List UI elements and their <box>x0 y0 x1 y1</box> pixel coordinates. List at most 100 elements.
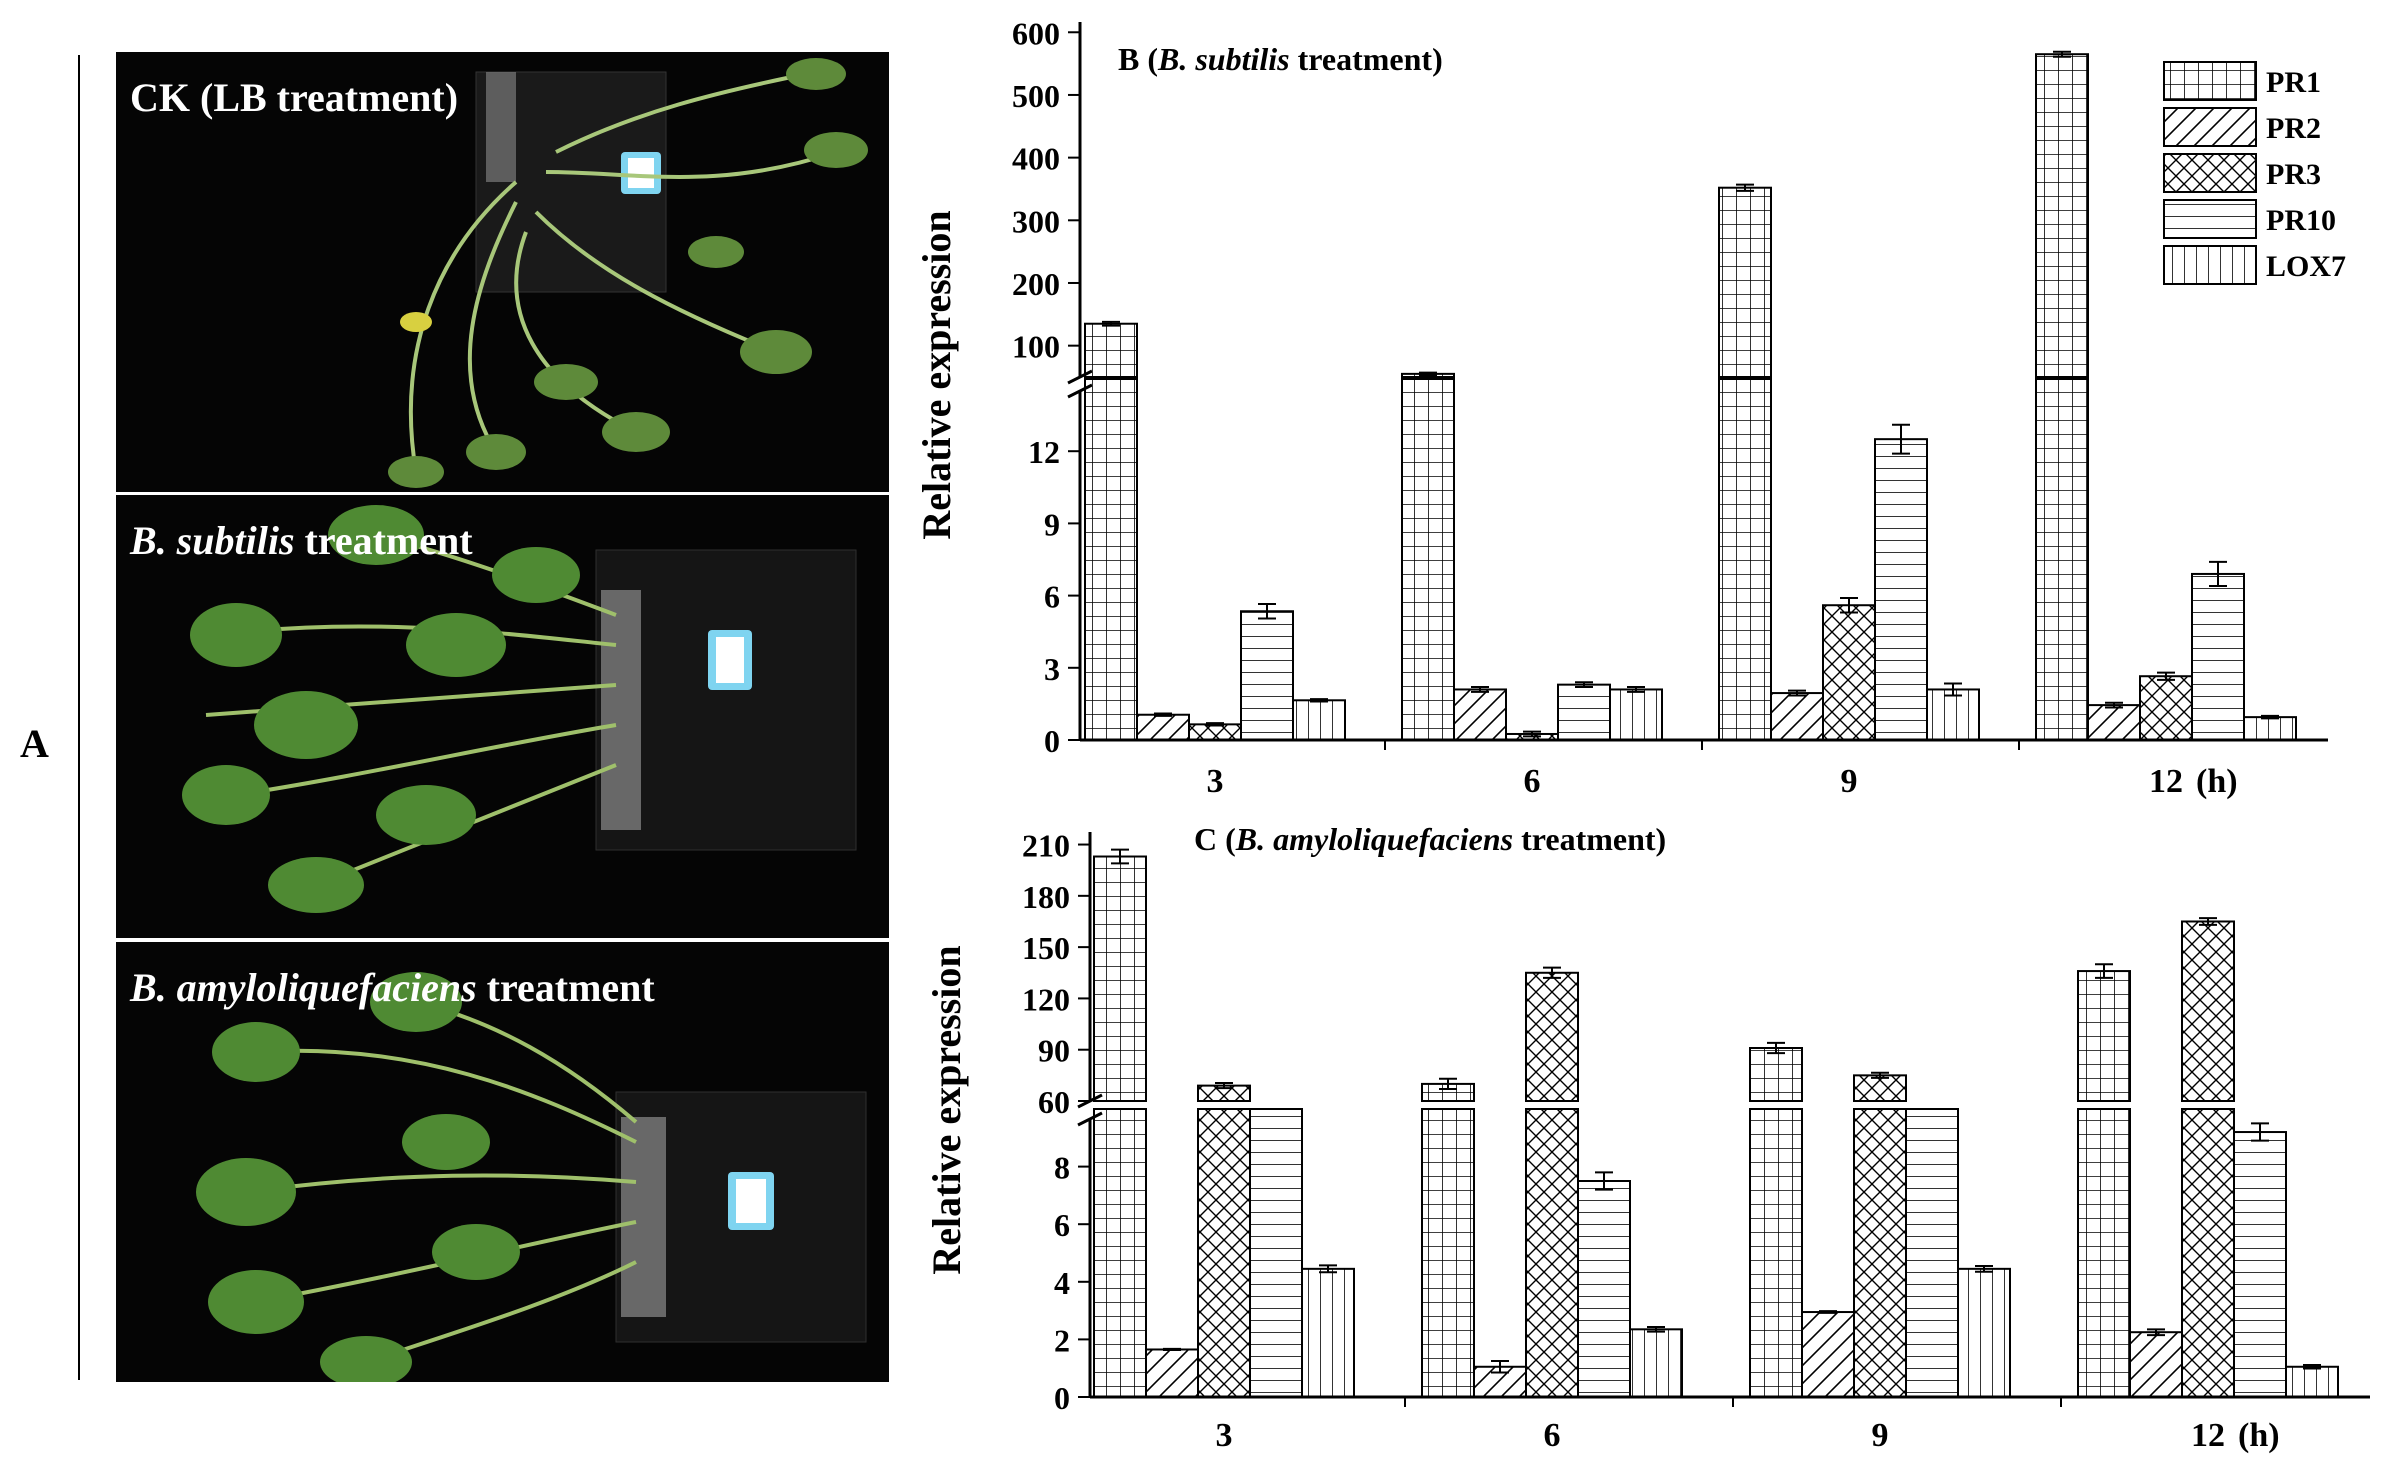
y-tick-label: 100 <box>1012 329 1060 365</box>
legend-label-pr10: PR10 <box>2266 204 2336 237</box>
bar-pr3-9 <box>1822 604 1876 742</box>
legend-label-lox7: LOX7 <box>2266 250 2346 283</box>
bar-lox7-3 <box>1301 1267 1355 1398</box>
y-tick-label: 9 <box>1044 506 1060 542</box>
y-tick-label: 12 <box>1028 434 1060 470</box>
photo-amylo-illustration <box>196 972 867 1382</box>
bar-lox7-12 <box>2285 1365 2339 1399</box>
x-tick-label: 3 <box>1216 1417 1233 1454</box>
bar-pr1-9-upper <box>1749 1047 1803 1102</box>
y-tick-label: 600 <box>1012 15 1060 51</box>
bar-pr1-12-upper <box>2077 970 2131 1102</box>
y-tick-label: 500 <box>1012 78 1060 114</box>
bar-pr1-12-lower <box>2035 378 2089 741</box>
bar-pr3-12-lower <box>2181 1108 2235 1398</box>
bar-pr1-9-lower <box>1718 378 1772 741</box>
photo-ck: CK (LB treatment) <box>116 52 889 492</box>
bar-pr2-3 <box>1136 713 1190 741</box>
bar-pr3-3-lower <box>1197 1108 1251 1398</box>
chart-c: 3 6 9 12 (h) 0 2 4 6 8 60 90 120 150 180 210 Relative ex… <box>924 821 2370 1454</box>
axis-break-mark <box>1067 383 1093 399</box>
bar-pr3-9-lower <box>1853 1108 1907 1398</box>
bar-lox7-6 <box>1629 1328 1683 1398</box>
legend-swatch-pr10 <box>2163 199 2257 239</box>
y-tick-label: 2 <box>1054 1322 1070 1358</box>
y-tick-label: 6 <box>1054 1207 1070 1243</box>
bar-pr2-3 <box>1145 1348 1199 1398</box>
y-tick-label: 400 <box>1012 141 1060 177</box>
x-unit-label: (h) <box>2196 763 2238 800</box>
bar-pr1-9-lower <box>1749 1108 1803 1398</box>
y-tick-label: 6 <box>1044 579 1060 615</box>
bar-pr1-3-lower <box>1093 1108 1147 1398</box>
x-tick-label: 9 <box>1841 763 1858 800</box>
y-tick-label: 210 <box>1022 828 1070 864</box>
y-tick-label: 200 <box>1012 266 1060 302</box>
bar-pr2-6 <box>1453 688 1507 742</box>
photo-ck-label: CK (LB treatment) <box>130 75 459 120</box>
y-tick-label: 60 <box>1038 1084 1070 1120</box>
bar-pr10-9 <box>1905 1108 1959 1398</box>
bar-pr3-12-upper <box>2181 920 2235 1103</box>
bar-pr3-6-upper <box>1525 971 1579 1102</box>
y-tick-label: 120 <box>1022 981 1070 1017</box>
bar-pr3-12 <box>2139 675 2193 741</box>
y-tick-label: 0 <box>1054 1380 1070 1416</box>
x-unit-label: (h) <box>2238 1417 2280 1454</box>
bar-pr2-12 <box>2087 704 2141 741</box>
chart-title: C (B. amyloliquefaciens treatment) <box>1194 821 1666 857</box>
bar-pr1-12-upper <box>2035 53 2089 379</box>
bar-pr10-6 <box>1577 1180 1631 1398</box>
bar-pr10-3 <box>1249 1108 1303 1398</box>
y-axis-label: Relative expression <box>914 210 959 539</box>
chart-b: 3 6 9 12 (h) 0 3 6 9 12 100 200 300 400 500 600 Relative… <box>914 15 2346 800</box>
legend-label-pr1: PR1 <box>2266 66 2321 99</box>
bar-pr1-3-lower <box>1084 378 1138 741</box>
y-tick-label: 300 <box>1012 203 1060 239</box>
bar-lox7-9 <box>1926 688 1980 742</box>
y-tick-label: 150 <box>1022 930 1070 966</box>
x-tick-label: 12 <box>2149 763 2183 800</box>
x-tick-label: 6 <box>1544 1417 1561 1454</box>
legend-swatch-pr1 <box>2163 61 2257 101</box>
chart-title: B (B. subtilis treatment) <box>1118 41 1443 77</box>
panel-a-letter: A <box>20 721 49 766</box>
x-tick-label: 3 <box>1207 763 1224 800</box>
legend-swatch-lox7 <box>2163 245 2257 285</box>
bar-pr2-9 <box>1801 1311 1855 1399</box>
bar-lox7-6 <box>1609 688 1663 742</box>
bar-pr1-9-upper <box>1718 186 1772 378</box>
bar-pr1-12-lower <box>2077 1108 2131 1398</box>
bar-lox7-12 <box>2243 716 2297 741</box>
photo-amylo: B. amyloliquefaciens treatment <box>116 942 889 1382</box>
legend-label-pr2: PR2 <box>2266 112 2321 145</box>
photo-ck-illustration <box>388 58 868 488</box>
x-tick-label: 9 <box>1872 1417 1889 1454</box>
bar-pr1-6-lower <box>1401 378 1455 741</box>
bar-pr10-3 <box>1240 610 1294 742</box>
bar-pr1-3-upper <box>1093 855 1147 1102</box>
legend-swatch-pr2 <box>2163 107 2257 147</box>
photo-subtilis-label: B. subtilis treatment <box>130 518 473 563</box>
bar-pr1-3-upper <box>1084 322 1138 378</box>
bar-pr3-6-lower <box>1525 1108 1579 1398</box>
bar-pr2-12 <box>2129 1331 2183 1398</box>
panel-a-divider-line <box>78 55 80 1380</box>
y-tick-label: 8 <box>1054 1150 1070 1186</box>
y-tick-label: 4 <box>1054 1265 1070 1301</box>
axis-break-mark <box>1077 1111 1103 1127</box>
bar-lox7-3 <box>1292 699 1346 741</box>
bar-pr3-9-upper <box>1853 1074 1907 1103</box>
y-tick-label: 0 <box>1044 723 1060 759</box>
bar-pr10-12 <box>2191 572 2245 741</box>
bar-pr1-6-lower <box>1421 1108 1475 1398</box>
photo-subtilis: B. subtilis treatment <box>116 495 889 938</box>
bar-pr10-12 <box>2233 1131 2287 1399</box>
axis-break-mark <box>1067 369 1093 385</box>
y-tick-label: 180 <box>1022 879 1070 915</box>
bar-pr3-3 <box>1188 723 1242 742</box>
y-tick-label: 90 <box>1038 1033 1070 1069</box>
photo-subtilis-illustration <box>182 505 857 913</box>
bar-pr10-9 <box>1874 438 1928 741</box>
